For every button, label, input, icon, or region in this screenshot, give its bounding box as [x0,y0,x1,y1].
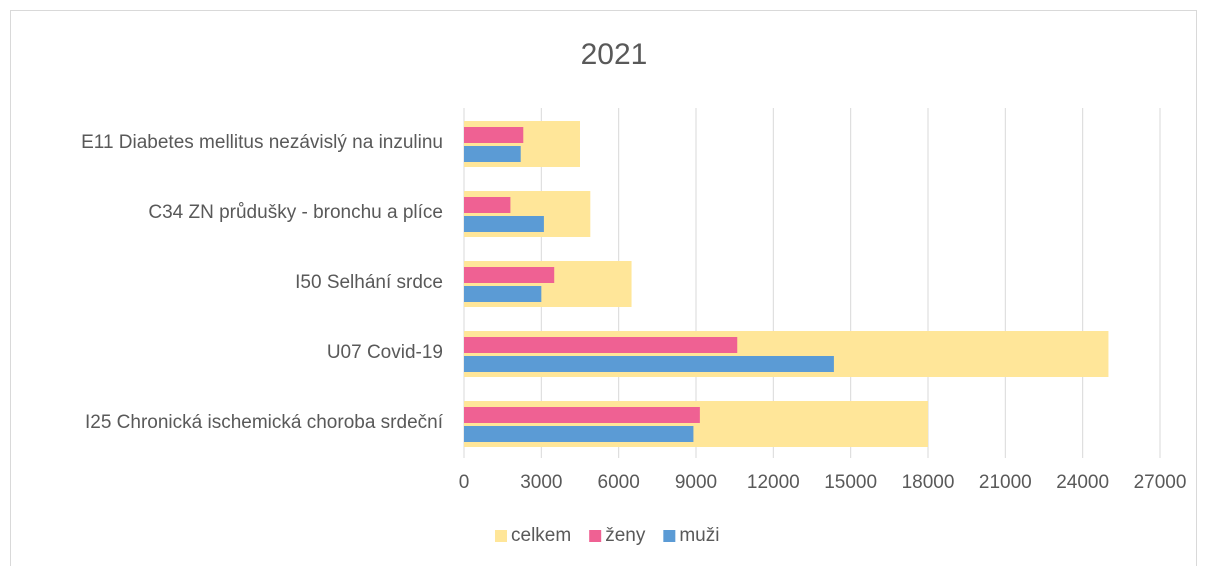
legend-label: ženy [605,525,646,546]
y-tick-label: I50 Selhání srdce [295,272,443,293]
bar [464,426,694,442]
legend-label: celkem [511,525,571,546]
chart-border [10,10,1197,566]
legend-swatch [589,530,602,542]
bar [464,356,834,372]
y-tick-label: I25 Chronická ischemická choroba srdeční [85,412,444,433]
x-tick-label: 12000 [747,472,800,493]
bar [464,337,738,353]
bar [464,407,700,423]
x-tick-label: 3000 [520,472,562,493]
legend-swatch [663,530,676,542]
bar [464,127,524,143]
chart-title: 2021 [581,38,648,71]
bar [464,197,511,213]
bar [464,216,544,232]
x-tick-label: 15000 [824,472,877,493]
x-tick-label: 18000 [902,472,955,493]
x-tick-label: 0 [459,472,470,493]
x-tick-label: 6000 [598,472,640,493]
x-tick-label: 9000 [675,472,717,493]
bar [464,146,521,162]
y-tick-label: U07 Covid-19 [327,342,443,363]
bar [464,286,542,302]
y-tick-label: E11 Diabetes mellitus nezávislý na inzul… [81,132,443,153]
legend-swatch [495,530,507,542]
legend-label: muži [679,525,719,546]
bar [464,267,555,283]
x-tick-label: 24000 [1056,472,1109,493]
y-tick-label: C34 ZN průdušky - bronchu a plíce [148,202,443,223]
x-tick-label: 21000 [979,472,1032,493]
x-tick-label: 27000 [1134,472,1187,493]
